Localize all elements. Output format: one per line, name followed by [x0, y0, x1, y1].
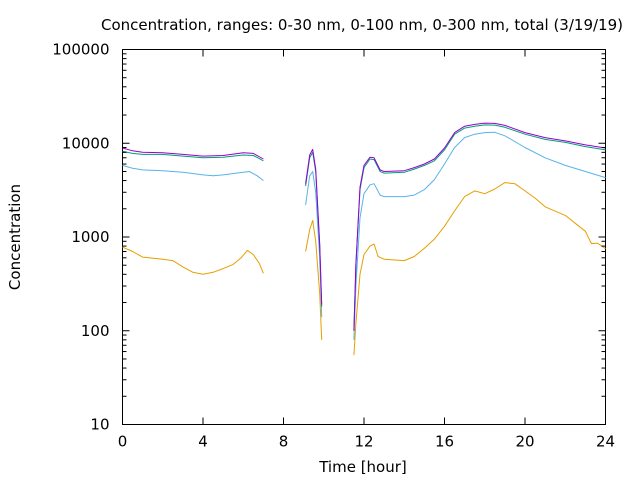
series-line-1 [353, 182, 606, 356]
y-tick-label: 10 [90, 416, 109, 434]
chart-title: Concentration, ranges: 0-30 nm, 0-100 nm… [101, 16, 623, 34]
y-axis-label: Concentration [6, 184, 24, 290]
x-axis: 0 4 8 12 16 20 24 [118, 49, 615, 451]
x-tick-label: 20 [515, 433, 534, 451]
y-tick-label: 100 [81, 322, 110, 340]
series-line-1 [122, 246, 264, 275]
x-tick-label: 16 [435, 433, 454, 451]
series-line-4 [122, 147, 264, 160]
series-line-4 [353, 122, 606, 331]
series-line-2 [122, 164, 264, 181]
x-tick-label: 12 [354, 433, 373, 451]
series-line-1 [305, 220, 323, 340]
series-line-3 [353, 124, 606, 331]
plot-frame [122, 49, 606, 425]
y-tick-label: 1000 [71, 228, 109, 246]
x-tick-label: 8 [279, 433, 289, 451]
y-axis: 10 100 1000 10000 100000 [52, 41, 606, 434]
y-tick-label: 100000 [52, 41, 109, 59]
series-layer [122, 122, 606, 356]
x-tick-label: 4 [198, 433, 208, 451]
x-tick-label: 24 [596, 433, 615, 451]
y-tick-label: 10000 [62, 134, 110, 152]
x-tick-label: 0 [118, 433, 128, 451]
series-line-4 [305, 148, 323, 305]
x-axis-label: Time [hour] [318, 458, 407, 476]
series-line-3 [122, 150, 264, 162]
series-line-2 [353, 131, 606, 340]
